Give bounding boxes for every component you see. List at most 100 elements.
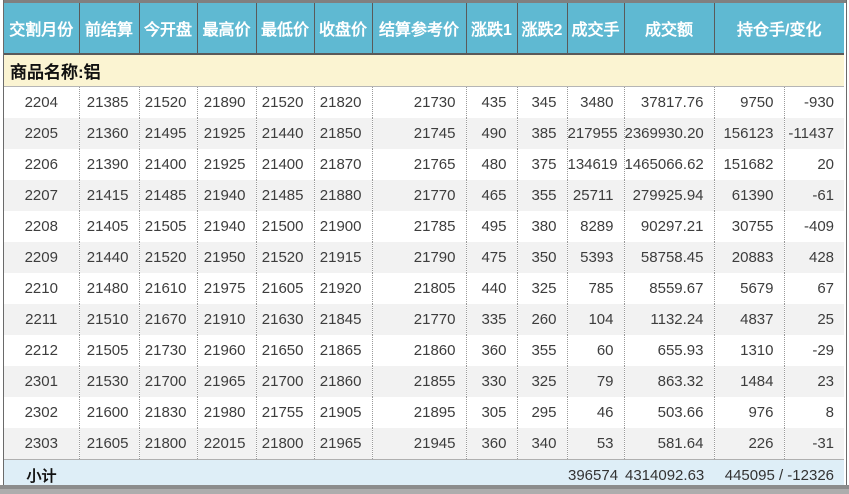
col-header-delivery-month: 交割月份 bbox=[4, 3, 80, 55]
cell-settlement-ref: 21855 bbox=[372, 366, 467, 397]
cell-settlement-ref: 21765 bbox=[372, 149, 467, 180]
cell-settlement-ref: 21790 bbox=[372, 242, 467, 273]
cell-volume: 5393 bbox=[567, 242, 625, 273]
table-row[interactable]: 2303 21605 21800 22015 21800 21965 21945 360 340… bbox=[4, 428, 845, 460]
cell-oi-change: 25 bbox=[817, 311, 835, 328]
cell-open: 21485 bbox=[139, 180, 198, 211]
table-row[interactable]: 2211 21510 21670 21910 21630 21845 21770 335 260… bbox=[4, 304, 845, 335]
col-header-high: 最高价 bbox=[197, 3, 257, 55]
cell-prev-settlement: 21390 bbox=[79, 149, 140, 180]
cell-settlement-ref: 21785 bbox=[372, 211, 467, 242]
cell-close: 21870 bbox=[314, 149, 373, 180]
cell-high: 22015 bbox=[197, 428, 257, 460]
table-row[interactable]: 2209 21440 21520 21950 21520 21915 21790 475 350… bbox=[4, 242, 845, 273]
cell-turnover: 279925.94 bbox=[624, 180, 715, 211]
cell-close: 21845 bbox=[314, 304, 373, 335]
table-row[interactable]: 2210 21480 21610 21975 21605 21920 21805 440 325… bbox=[4, 273, 845, 304]
cell-open: 21520 bbox=[139, 242, 198, 273]
cell-volume: 53 bbox=[567, 428, 625, 460]
top-border bbox=[4, 0, 846, 3]
cell-delivery-month: 2303 bbox=[4, 428, 80, 460]
col-header-volume: 成交手 bbox=[567, 3, 625, 55]
cell-oi-change: -11437 bbox=[788, 125, 835, 142]
cell-oi-change: 67 bbox=[817, 280, 835, 297]
cell-prev-settlement: 21405 bbox=[79, 211, 140, 242]
cell-low: 21485 bbox=[256, 180, 315, 211]
cell-open-interest: 1484 bbox=[714, 366, 785, 397]
cell-settlement-ref: 21745 bbox=[372, 118, 467, 149]
cell-open: 21800 bbox=[139, 428, 198, 460]
table-row[interactable]: 2301 21530 21700 21965 21700 21860 21855 330 325… bbox=[4, 366, 845, 397]
cell-delivery-month: 2212 bbox=[4, 335, 80, 366]
cell-change2: 355 bbox=[517, 180, 568, 211]
table-row[interactable]: 2205 21360 21495 21925 21440 21850 21745 490 385… bbox=[4, 118, 845, 149]
cell-volume: 217955 bbox=[567, 118, 625, 149]
table-row[interactable]: 2208 21405 21505 21940 21500 21900 21785 495 380… bbox=[4, 211, 845, 242]
table-row[interactable]: 2204 21385 21520 21890 21520 21820 21730 435 345… bbox=[4, 86, 845, 118]
cell-turnover: 58758.45 bbox=[624, 242, 715, 273]
cell-open-interest: 30755 bbox=[714, 211, 785, 242]
cell-volume: 8289 bbox=[567, 211, 625, 242]
col-header-change1: 涨跌1 bbox=[466, 3, 518, 55]
cell-prev-settlement: 21600 bbox=[79, 397, 140, 428]
cell-delivery-month: 2204 bbox=[4, 86, 80, 118]
cell-open: 21495 bbox=[139, 118, 198, 149]
cell-delivery-month: 2208 bbox=[4, 211, 80, 242]
cell-delivery-month: 2205 bbox=[4, 118, 80, 149]
table-row[interactable]: 2302 21600 21830 21980 21755 21905 21895 305 295… bbox=[4, 397, 845, 428]
cell-low: 21800 bbox=[256, 428, 315, 460]
col-header-prev-settlement: 前结算 bbox=[79, 3, 140, 55]
cell-low: 21400 bbox=[256, 149, 315, 180]
cell-high: 21925 bbox=[197, 149, 257, 180]
cell-change1: 465 bbox=[466, 180, 518, 211]
cell-open-interest: 5679 bbox=[714, 273, 785, 304]
table-row[interactable]: 2212 21505 21730 21960 21650 21865 21860 360 355… bbox=[4, 335, 845, 366]
cell-change1: 435 bbox=[466, 86, 518, 118]
cell-delivery-month: 2302 bbox=[4, 397, 80, 428]
cell-change1: 360 bbox=[466, 428, 518, 460]
cell-low: 21520 bbox=[256, 242, 315, 273]
cell-open-interest: 151682 bbox=[714, 149, 785, 180]
cell-delivery-month: 2211 bbox=[4, 304, 80, 335]
cell-high: 21965 bbox=[197, 366, 257, 397]
cell-close: 21965 bbox=[314, 428, 373, 460]
cell-prev-settlement: 21385 bbox=[79, 86, 140, 118]
cell-volume: 79 bbox=[567, 366, 625, 397]
cell-change1: 490 bbox=[466, 118, 518, 149]
cell-close: 21850 bbox=[314, 118, 373, 149]
cell-open-interest: 156123 bbox=[714, 118, 785, 149]
cell-high: 21910 bbox=[197, 304, 257, 335]
cell-prev-settlement: 21530 bbox=[79, 366, 140, 397]
table-row[interactable]: 2206 21390 21400 21925 21400 21870 21765 480 375… bbox=[4, 149, 845, 180]
cell-oi-change: -409 bbox=[803, 218, 835, 235]
cell-oi-change: 20 bbox=[817, 156, 835, 173]
cell-open: 21520 bbox=[139, 86, 198, 118]
cell-change2: 325 bbox=[517, 366, 568, 397]
cell-change2: 325 bbox=[517, 273, 568, 304]
product-name-label: 商品名称:铝 bbox=[4, 54, 845, 87]
bottom-edge-strip bbox=[0, 485, 849, 494]
cell-volume: 785 bbox=[567, 273, 625, 304]
cell-close: 21920 bbox=[314, 273, 373, 304]
col-header-open-interest-change: 持仓手/变化 bbox=[714, 3, 845, 55]
cell-low: 21520 bbox=[256, 86, 315, 118]
cell-low: 21755 bbox=[256, 397, 315, 428]
col-header-low: 最低价 bbox=[256, 3, 315, 55]
cell-high: 21940 bbox=[197, 211, 257, 242]
cell-change1: 440 bbox=[466, 273, 518, 304]
cell-close: 21915 bbox=[314, 242, 373, 273]
col-header-settlement-ref: 结算参考价 bbox=[372, 3, 467, 55]
cell-low: 21650 bbox=[256, 335, 315, 366]
cell-close: 21880 bbox=[314, 180, 373, 211]
cell-change2: 375 bbox=[517, 149, 568, 180]
table-row[interactable]: 2207 21415 21485 21940 21485 21880 21770 465 355… bbox=[4, 180, 845, 211]
cell-close: 21820 bbox=[314, 86, 373, 118]
cell-open-interest: 9750 bbox=[714, 86, 785, 118]
cell-volume: 104 bbox=[567, 304, 625, 335]
cell-change1: 335 bbox=[466, 304, 518, 335]
cell-turnover: 8559.67 bbox=[624, 273, 715, 304]
cell-change2: 345 bbox=[517, 86, 568, 118]
cell-open-interest: 1310 bbox=[714, 335, 785, 366]
cell-change1: 330 bbox=[466, 366, 518, 397]
